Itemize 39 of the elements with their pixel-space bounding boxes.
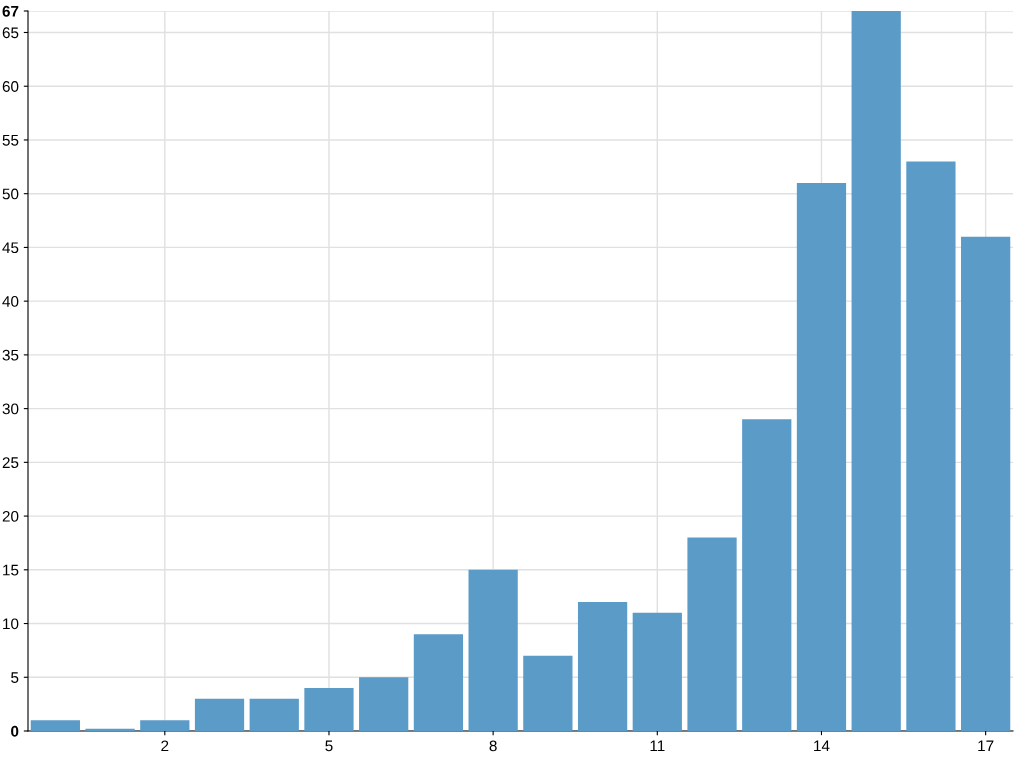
bar	[194, 698, 245, 731]
y-tick-label: 55	[2, 134, 19, 146]
x-tick-label: 8	[489, 740, 497, 752]
y-tick-label: 35	[2, 349, 19, 361]
bar	[413, 634, 464, 731]
y-tick-label: 65	[2, 27, 19, 39]
bar	[85, 728, 135, 731]
x-tick-label: 17	[978, 740, 994, 752]
x-tick-label: 14	[814, 740, 830, 752]
x-tick-label: 5	[325, 740, 333, 752]
bar	[906, 161, 956, 731]
bar	[140, 720, 190, 731]
y-tick-label: 15	[3, 564, 19, 576]
y-tick-label: 30	[2, 403, 19, 415]
x-tick-label: 11	[650, 740, 665, 752]
bar	[851, 11, 901, 731]
bar	[961, 236, 1011, 731]
y-tick-label: 40	[2, 296, 19, 307]
bar	[687, 537, 737, 731]
y-tick-label: 60	[2, 81, 19, 92]
bar	[304, 688, 354, 731]
y-tick-label: 25	[2, 457, 19, 469]
bar	[577, 602, 628, 731]
y-tick-label: 10	[3, 618, 19, 630]
y-tick-label: 5	[11, 672, 19, 683]
bar	[523, 655, 573, 731]
bar	[632, 612, 682, 731]
y-tick-label: 20	[2, 510, 19, 522]
y-tick-label: 50	[2, 188, 19, 200]
bar	[359, 677, 409, 731]
bar	[30, 720, 80, 731]
y-tick-label: 67	[2, 5, 19, 17]
bar	[468, 569, 518, 731]
y-tick-label: 0	[11, 725, 19, 737]
bar	[742, 419, 792, 731]
y-tick-label: 45	[2, 242, 19, 254]
bar	[249, 698, 299, 731]
x-tick-label: 2	[161, 740, 169, 752]
bar	[796, 182, 847, 731]
